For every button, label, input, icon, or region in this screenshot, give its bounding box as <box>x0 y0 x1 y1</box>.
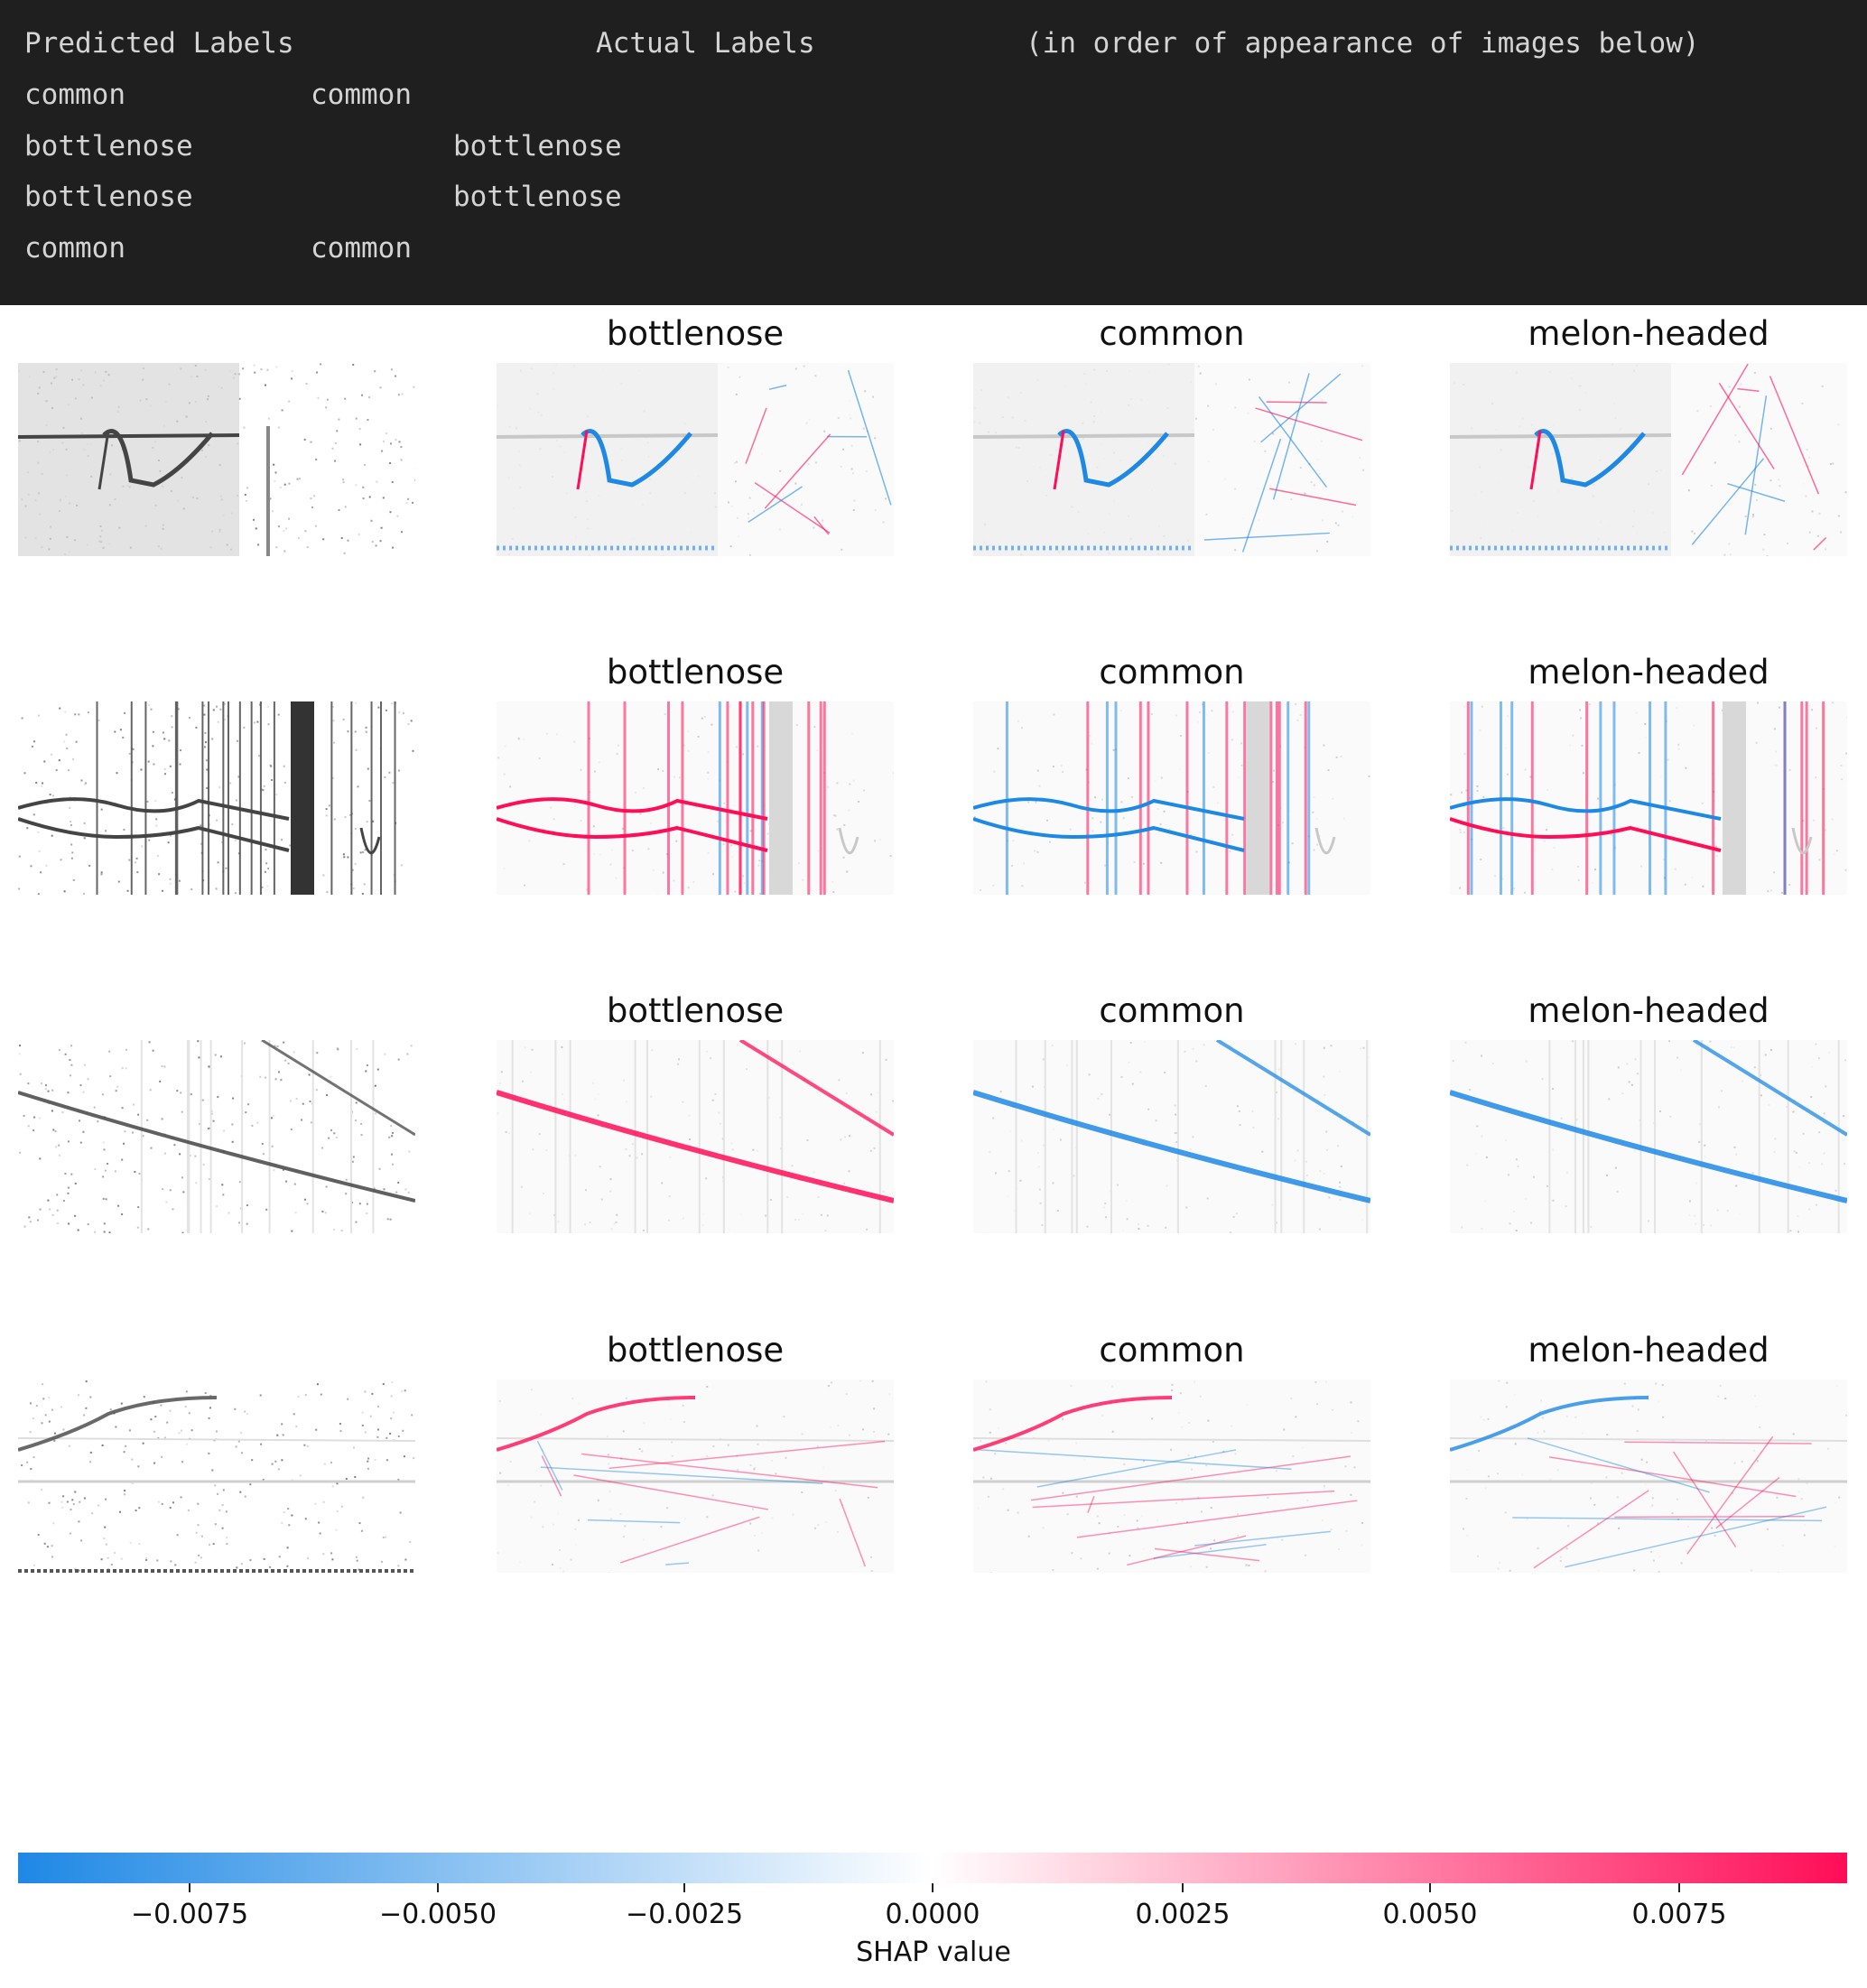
class-title-common-4: common <box>1099 1331 1245 1370</box>
colorbar-tick <box>683 1883 685 1892</box>
predicted-label-3: bottlenose <box>24 181 193 213</box>
colorbar-tick-label: −0.0075 <box>130 1899 249 1930</box>
actual-label-3: bottlenose <box>453 181 622 213</box>
colorbar-tick <box>1182 1883 1184 1892</box>
shap-map-common-2 <box>973 701 1370 895</box>
input-spectrogram-3 <box>18 1040 415 1233</box>
shap-map-common-3 <box>973 1040 1370 1233</box>
class-title-melon-headed-4: melon-headed <box>1528 1331 1769 1370</box>
shap-map-melon-headed-1 <box>1450 363 1847 556</box>
console-output: Predicted Labels Actual Labels (in order… <box>0 0 1867 305</box>
colorbar-tick-label: 0.0050 <box>1382 1899 1478 1930</box>
colorbar-tick-label: 0.0000 <box>885 1899 980 1930</box>
actual-label-4: common <box>311 232 412 265</box>
shap-map-bottlenose-2 <box>497 701 894 895</box>
shap-map-melon-headed-2 <box>1450 701 1847 895</box>
shap-map-bottlenose-4 <box>497 1380 894 1573</box>
class-title-melon-headed-1: melon-headed <box>1528 314 1769 353</box>
class-title-common-3: common <box>1099 991 1245 1030</box>
colorbar-tick-label: −0.0050 <box>378 1899 497 1930</box>
shap-colorbar <box>18 1853 1847 1883</box>
colorbar-tick <box>189 1883 190 1892</box>
input-spectrogram-2 <box>18 701 415 895</box>
actual-label-2: bottlenose <box>453 130 622 163</box>
shap-map-common-1 <box>973 363 1370 556</box>
colorbar-tick <box>932 1883 934 1892</box>
class-title-melon-headed-3: melon-headed <box>1528 991 1769 1030</box>
shap-map-melon-headed-3 <box>1450 1040 1847 1233</box>
class-title-melon-headed-2: melon-headed <box>1528 653 1769 692</box>
predicted-label-1: common <box>24 79 125 111</box>
class-title-bottlenose-2: bottlenose <box>606 653 785 692</box>
class-title-bottlenose-4: bottlenose <box>606 1331 785 1370</box>
predicted-label-4: common <box>24 232 125 265</box>
order-note: (in order of appearance of images below) <box>1026 27 1700 60</box>
predicted-labels-header: Predicted Labels <box>24 27 294 60</box>
actual-labels-header: Actual Labels <box>596 27 815 60</box>
colorbar-tick <box>1678 1883 1680 1892</box>
predicted-label-2: bottlenose <box>24 130 193 163</box>
class-title-bottlenose-1: bottlenose <box>606 314 785 353</box>
colorbar-tick-label: −0.0025 <box>625 1899 744 1930</box>
input-spectrogram-4 <box>18 1380 415 1573</box>
shap-map-melon-headed-4 <box>1450 1380 1847 1573</box>
colorbar-tick-label: 0.0025 <box>1135 1899 1231 1930</box>
shap-map-bottlenose-3 <box>497 1040 894 1233</box>
class-title-common-2: common <box>1099 653 1245 692</box>
colorbar-tick <box>1429 1883 1431 1892</box>
class-title-bottlenose-3: bottlenose <box>606 991 785 1030</box>
actual-label-1: common <box>311 79 412 111</box>
class-title-common-1: common <box>1099 314 1245 353</box>
colorbar-tick <box>437 1883 439 1892</box>
colorbar-tick-label: 0.0075 <box>1631 1899 1727 1930</box>
colorbar-label: SHAP value <box>856 1937 1011 1968</box>
input-spectrogram-1 <box>18 363 415 556</box>
shap-map-common-4 <box>973 1380 1370 1573</box>
shap-map-bottlenose-1 <box>497 363 894 556</box>
